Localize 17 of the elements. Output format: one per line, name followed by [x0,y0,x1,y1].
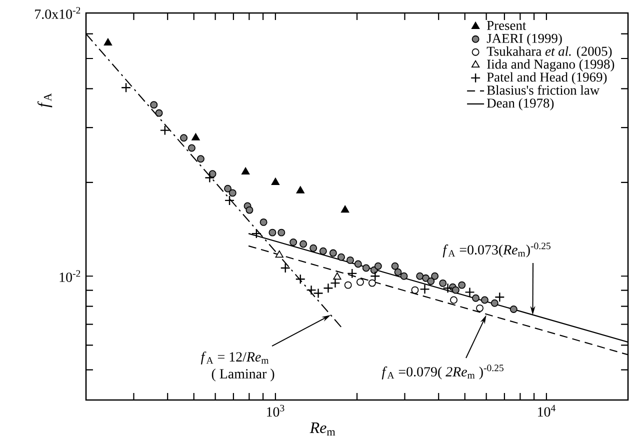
legend-label: Blasius's friction law [486,85,600,95]
legend-label: Iida and Nagano (1998) [487,59,614,72]
y-tick-label: 7.0x10$^{-2}$ [35,7,80,19]
y-axis-title: f$_{A}$ [38,93,52,108]
y-tick-label: 10$^{-2}$ [60,270,80,282]
x-tick-label: 10$^{3}$ [266,404,284,417]
x-axis-title: Re$_{m}$ [310,422,336,436]
legend-label: JAERI (1999) [486,33,562,46]
legend-label: Patel and Head (1969) [486,72,607,84]
legend-label: Tsukahara et al. (2005) [486,46,612,59]
legend-label: Present [486,21,526,30]
x-tick-label: 10$^{4}$ [538,404,556,417]
annotation: f$_{A}$ = 12/Re$_{m}$ [200,352,269,364]
annotation: ( Laminar ) [212,368,274,382]
legend-label: Dean (1978) [486,98,554,110]
annotation: f$_{A}$ =0.073(Re$_{m}$)$^{-0.25}$ [442,242,550,258]
annotation: f$_{A}$ =0.079( 2Re$_{m}$ )$^{-0.25}$ [382,364,504,380]
